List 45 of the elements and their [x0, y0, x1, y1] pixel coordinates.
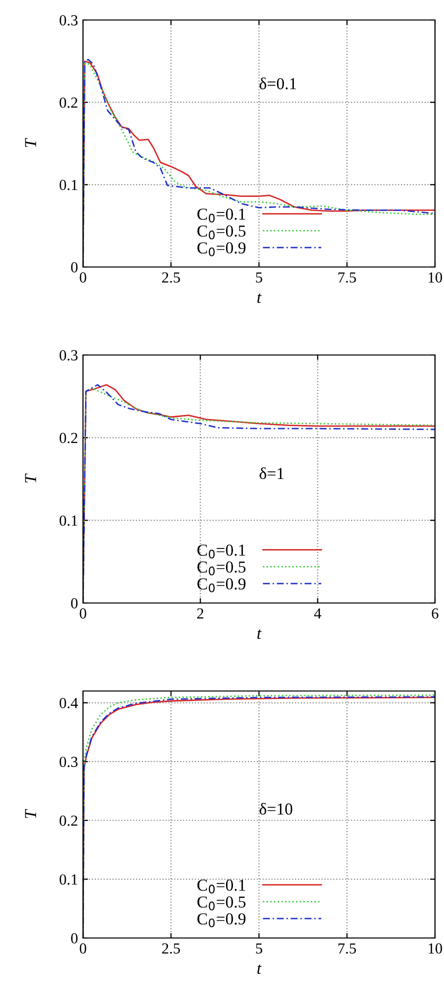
legend-label: C$_{0}$=0.5 [197, 896, 246, 910]
legend-label: C$_{0}$=0.5 [197, 225, 246, 240]
x-tick-label: 10 [428, 272, 442, 283]
x-tick-label: 5 [256, 943, 262, 954]
annotation: δ=1 [260, 467, 284, 480]
x-tick-label: 0 [80, 608, 86, 619]
y-tick-label: 0 [71, 933, 78, 944]
legend-label: C$_{0}$=0.5 [197, 561, 246, 576]
x-tick-label: 2.5 [162, 272, 180, 283]
x-tick-label: 2 [197, 608, 204, 618]
annotation: δ=10 [260, 802, 292, 815]
x-tick-label: 4 [314, 608, 322, 618]
x-axis-title: t [257, 629, 262, 639]
y-tick-label: 0.2 [60, 816, 78, 826]
x-tick-label: 7.5 [338, 272, 356, 283]
y-tick-label: 0 [71, 598, 78, 608]
legend-label: C$_{0}$=0.1 [197, 208, 246, 222]
legend-label: C$_{0}$=0.1 [197, 880, 246, 894]
y-tick-label: 0.4 [60, 698, 78, 708]
annotation: δ=0.1 [260, 78, 296, 90]
y-tick-label: 0.2 [60, 97, 78, 108]
y-axis-title: T [25, 808, 36, 818]
y-tick-label: 0.1 [60, 180, 78, 190]
legend-label: C$_{0}$=0.9 [197, 242, 246, 256]
y-tick-label: 0.3 [60, 756, 78, 768]
x-tick-label: 10 [428, 943, 442, 954]
x-axis-title: t [257, 964, 262, 974]
y-tick-label: 0.1 [60, 874, 78, 885]
y-tick-label: 0.2 [60, 432, 78, 444]
y-tick-label: 0.3 [60, 15, 78, 26]
y-tick-label: 0.3 [60, 350, 78, 361]
y-tick-label: 0.1 [60, 515, 78, 526]
y-tick-label: 0 [71, 262, 78, 272]
x-tick-label: 7.5 [338, 943, 356, 954]
legend-label: C$_{0}$=0.1 [197, 544, 246, 558]
legend-label: C$_{0}$=0.9 [197, 578, 246, 592]
x-axis-title: t [257, 293, 262, 303]
x-tick-label: 5 [256, 272, 262, 283]
x-tick-label: 6 [432, 608, 438, 619]
x-tick-label: 2.5 [162, 943, 180, 954]
legend-label: C$_{0}$=0.9 [197, 913, 246, 928]
x-tick-label: 0 [80, 272, 86, 283]
y-axis-title: T [25, 473, 36, 483]
x-tick-label: 0 [80, 943, 86, 954]
y-axis-title: T [25, 138, 36, 148]
